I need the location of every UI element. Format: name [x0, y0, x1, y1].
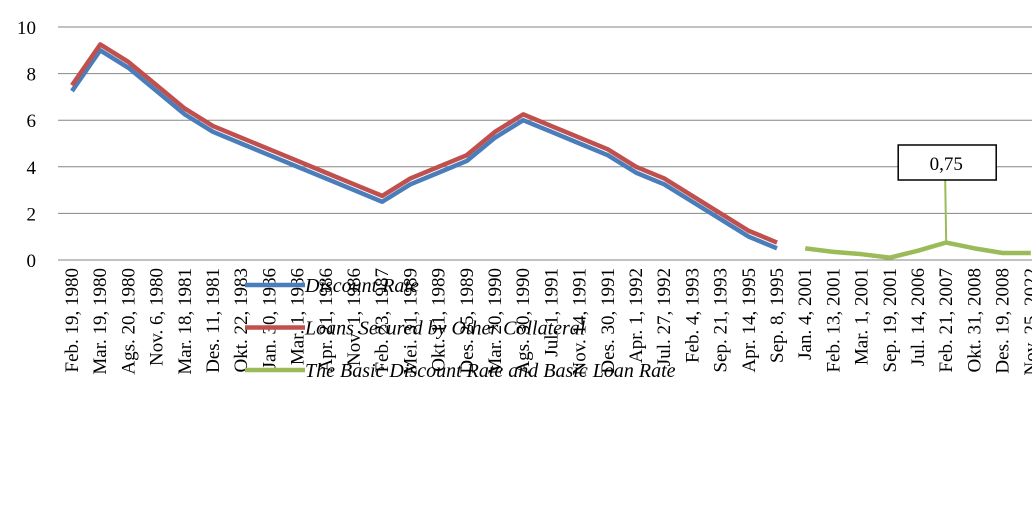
x-tick-label: Feb. 21, 2007 — [936, 268, 957, 373]
x-tick-label: Nov. 14, 1991 — [570, 268, 591, 376]
legend-label: Loans Secured by Other Collateral — [304, 318, 586, 340]
y-tick-label: 6 — [27, 111, 37, 132]
y-tick-label: 10 — [17, 18, 36, 39]
legend-label: Discount Rate — [304, 275, 419, 297]
x-tick-label: Jul. 14, 2006 — [908, 268, 929, 366]
x-tick-label: Feb. 19, 1980 — [62, 268, 83, 373]
callout-box — [897, 144, 997, 181]
x-tick-label: Jul. 1, 1991 — [541, 268, 562, 357]
x-tick-label: Jan. 30, 1986 — [259, 268, 280, 369]
x-tick-label: Sep. 21, 1993 — [711, 268, 732, 373]
x-tick-label: Sep. 19, 2001 — [880, 268, 901, 373]
x-tick-label: Ags. 30, 1990 — [513, 268, 534, 375]
x-tick-label: Feb. 13, 2001 — [823, 268, 844, 373]
x-tick-label: Des. 30, 1991 — [598, 268, 619, 374]
x-tick-label: Apr. 21, 1986 — [316, 268, 337, 373]
series-line — [70, 42, 778, 245]
y-tick-label: 4 — [27, 158, 37, 179]
x-tick-label: Des. 25, 1989 — [457, 268, 478, 374]
y-tick-label: 2 — [27, 204, 37, 225]
x-tick-label: Ags. 20, 1980 — [118, 268, 139, 375]
x-tick-label: Mar. 1, 2001 — [852, 268, 873, 365]
x-tick-label: Jan. 4, 2001 — [795, 268, 816, 360]
x-tick-label: Okt. 11, 1989 — [429, 268, 450, 372]
data-label: 0,75 — [930, 154, 963, 175]
x-tick-label: Nov. 6, 1980 — [147, 268, 168, 366]
y-tick-label: 0 — [27, 251, 37, 272]
x-tick-label: Jul. 27, 1992 — [654, 268, 675, 366]
x-tick-label: Mar. 20, 1990 — [485, 268, 506, 375]
x-tick-label: Okt. 31, 2008 — [964, 268, 985, 373]
x-tick-label: Des. 19, 2008 — [993, 268, 1014, 374]
x-tick-label: Mar. 1, 1986 — [288, 268, 309, 365]
x-tick-label: Apr. 14, 1995 — [739, 268, 760, 373]
x-tick-label: Nov. 25, 2022 — [1021, 268, 1032, 376]
x-tick-label: Apr. 1, 1992 — [626, 268, 647, 363]
x-tick-label: Mar. 19, 1980 — [90, 268, 111, 375]
x-tick-label: Okt. 22, 1983 — [231, 268, 252, 373]
x-tick-label: Des. 11, 1981 — [203, 268, 224, 373]
x-tick-label: Nov. 1, 1986 — [344, 268, 365, 366]
x-tick-label: Mar. 18, 1981 — [175, 268, 196, 375]
legend-label: The Basic Discount Rate and Basic Loan R… — [305, 360, 676, 382]
x-tick-label: Feb. 23, 1987 — [372, 268, 393, 373]
x-tick-label: Mei. 31, 1989 — [400, 268, 421, 375]
series-line — [70, 48, 778, 251]
series-line — [804, 240, 1031, 260]
x-tick-label: Sep. 8, 1995 — [767, 268, 788, 363]
callout-leader — [944, 179, 948, 243]
y-tick-label: 8 — [27, 65, 37, 86]
x-tick-label: Feb. 4, 1993 — [682, 268, 703, 363]
